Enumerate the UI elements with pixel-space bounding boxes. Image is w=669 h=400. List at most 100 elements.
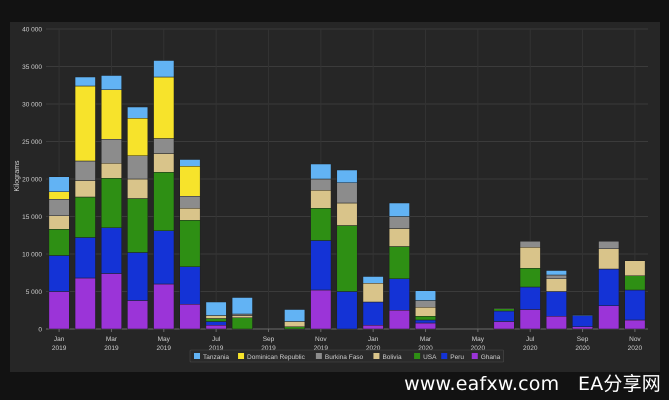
bar-tanzania-2019-11 [310, 163, 332, 180]
x-tick-label: 2019 [314, 345, 329, 352]
bar-tanzania-2019-03 [100, 75, 122, 90]
x-tick-label: 2020 [628, 345, 643, 352]
x-tick-label: Nov [315, 336, 327, 343]
bar-peru-2020-01 [362, 301, 384, 326]
legend-label: Tanzania [203, 354, 229, 361]
x-tick-label: Jan [368, 336, 379, 343]
bar-bolivia-2019-01 [48, 215, 70, 230]
bar-ghana-2019-02 [74, 277, 96, 330]
bar-peru-2019-01 [48, 255, 70, 292]
bar-usa-2019-07 [205, 318, 227, 322]
x-tick-label: 2020 [418, 345, 433, 352]
bar-tanzania-2019-05 [153, 60, 175, 78]
bar-tanzania-2019-10 [284, 309, 306, 322]
bar-usa-2020-11 [624, 275, 646, 291]
bar-tanzania-2019-01 [48, 176, 70, 192]
bar-burkina-faso-2020-02 [388, 216, 410, 229]
bar-bolivia-2019-08 [231, 315, 253, 318]
watermark: www.eafxw.com EA分享网 [404, 373, 661, 395]
bar-usa-2020-02 [388, 246, 410, 279]
x-tick-label: Sep [577, 336, 589, 343]
legend-label: Ghana [481, 354, 501, 361]
bar-usa-2019-11 [310, 208, 332, 241]
bar-tanzania-2019-08 [231, 297, 253, 315]
bar-ghana-2019-04 [127, 300, 149, 330]
bar-bolivia-2019-06 [179, 208, 201, 221]
bar-ghana-2020-07 [519, 309, 541, 330]
legend-swatch-dominican-republic [238, 353, 245, 359]
bar-ghana-2019-06 [179, 304, 201, 330]
bar-ghana-2019-01 [48, 291, 70, 330]
legend-swatch-tanzania [194, 353, 200, 359]
legend-label: Burkina Faso [325, 354, 364, 361]
bar-burkina-faso-2020-07 [519, 241, 541, 248]
bar-bolivia-2019-03 [100, 163, 122, 179]
x-tick-label: 2020 [523, 345, 538, 352]
bar-burkina-faso-2019-01 [48, 199, 70, 216]
legend-box [189, 349, 504, 363]
bar-ghana-2020-01 [362, 325, 384, 330]
bar-peru-2020-08 [545, 291, 567, 317]
bar-ghana-2020-02 [388, 310, 410, 330]
legend-swatch-bolivia [373, 353, 380, 359]
y-tick-label: 25 000 [22, 139, 42, 146]
x-tick-label: 2019 [261, 345, 276, 352]
bar-usa-2019-12 [336, 225, 358, 292]
bar-tanzania-2020-09 [572, 314, 594, 316]
bar-burkina-faso-2020-03 [415, 300, 436, 308]
bar-burkina-faso-2019-02 [74, 160, 96, 181]
y-tick-label: 35 000 [22, 64, 42, 71]
bar-burkina-faso-2019-06 [179, 196, 201, 209]
bar-tanzania-2019-12 [336, 169, 358, 183]
bar-bolivia-2019-04 [127, 178, 149, 199]
legend-label: USA [423, 354, 437, 361]
bar-usa-2020-03 [415, 316, 436, 321]
bar-usa-2019-01 [48, 229, 70, 256]
bar-usa-2019-10 [284, 326, 306, 330]
y-axis-label: Kilograms [14, 160, 21, 192]
x-tick-label: 2020 [366, 345, 381, 352]
bar-tanzania-2019-02 [74, 76, 96, 87]
legend-label: Bolivia [382, 354, 402, 361]
x-tick-label: May [158, 336, 171, 343]
bar-ghana-2020-08 [545, 316, 567, 330]
bar-peru-2020-11 [624, 289, 646, 321]
bar-bolivia-2019-05 [153, 153, 175, 173]
bar-peru-2020-09 [572, 315, 594, 327]
bar-bolivia-2019-12 [336, 202, 358, 226]
x-tick-label: 2019 [209, 345, 224, 352]
bar-tanzania-2020-01 [362, 276, 384, 284]
x-tick-label: Mar [106, 336, 118, 343]
x-tick-label: 2019 [52, 345, 67, 352]
y-tick-label: 0 [38, 327, 42, 334]
bar-peru-2019-12 [336, 291, 358, 330]
bar-peru-2019-11 [310, 240, 332, 291]
x-tick-label: May [472, 336, 485, 343]
y-axis-ticks: 0 5 000 10 000 15 000 20 000 25 000 30 000 35 0… [22, 27, 42, 334]
bar-tanzania-2020-03 [415, 290, 436, 301]
bar-ghana-2020-10 [598, 305, 620, 330]
x-tick-label: Nov [629, 336, 641, 343]
x-tick-label: Mar [420, 336, 432, 343]
bar-tanzania-2019-07 [205, 301, 227, 316]
y-tick-label: 40 000 [22, 27, 42, 34]
bar-usa-2019-05 [153, 172, 175, 231]
x-tick-label: Jan [54, 336, 65, 343]
bar-tanzania-2020-02 [388, 202, 410, 217]
bar-bolivia-2019-02 [74, 180, 96, 198]
bar-burkina-faso-2019-03 [100, 139, 122, 164]
bar-burkina-faso-2019-11 [310, 178, 332, 191]
bars [48, 60, 646, 330]
bar-burkina-faso-2019-04 [127, 155, 149, 180]
bar-burkina-faso-2019-05 [153, 138, 175, 154]
x-tick-label: 2019 [104, 345, 119, 352]
bar-peru-2020-06 [493, 310, 515, 322]
legend-swatch-usa [414, 353, 421, 359]
bar-peru-2019-06 [179, 266, 201, 305]
bar-peru-2019-02 [74, 237, 96, 279]
x-tick-label: 2019 [157, 345, 172, 352]
bar-burkina-faso-2020-06 [493, 307, 515, 309]
y-tick-label: 5 000 [26, 289, 43, 296]
bar-bolivia-2020-11 [624, 260, 646, 276]
